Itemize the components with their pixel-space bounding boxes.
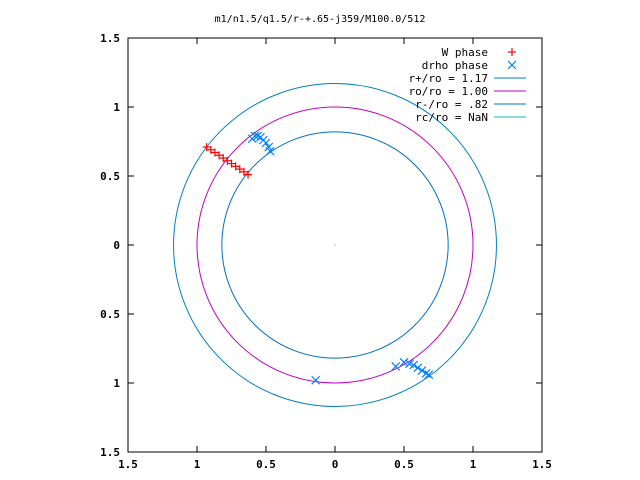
y-tick-label: 0.5 (100, 170, 120, 183)
legend-marker (507, 60, 517, 70)
drho-phase-point-d2 (311, 375, 321, 385)
drho-phase-point-d2 (399, 357, 409, 367)
series-circle (173, 83, 497, 407)
drho-phase-point-d2 (417, 366, 427, 376)
drho-phase-point (391, 362, 401, 371)
y-tick-label: 0 (113, 239, 120, 252)
w-phase-point (219, 154, 228, 163)
w-phase-point (235, 165, 244, 174)
x-tick-label: 1 (470, 458, 477, 471)
legend-label: r+/ro = 1.17 (409, 72, 488, 85)
drho-phase-point-d2 (424, 370, 434, 380)
y-tick-label: 1 (113, 377, 120, 390)
x-tick-label: 1 (194, 458, 201, 471)
w-phase-point (202, 143, 211, 152)
w-phase-point (206, 145, 215, 154)
legend-label: ro/ro = 1.00 (409, 85, 488, 98)
drho-phase-point-d2 (261, 138, 271, 148)
drho-phase-point (311, 375, 321, 385)
legend-marker-d2 (507, 60, 517, 70)
drho-phase-point-d2 (265, 146, 275, 156)
drho-phase-point (265, 146, 275, 156)
series-circle (221, 131, 449, 359)
w-phase-point (215, 151, 224, 160)
w-phase-point (227, 159, 236, 168)
x-tick-label: 1.5 (532, 458, 552, 471)
x-tick-label: 0.5 (256, 458, 276, 471)
legend-marker (508, 48, 516, 56)
drho-phase-point-d2 (253, 131, 263, 141)
x-tick-label: 0 (332, 458, 339, 471)
drho-phase-point-d2 (264, 142, 274, 152)
drho-phase-point (413, 363, 423, 373)
x-tick-label: 1.5 (118, 458, 138, 471)
chart-title: m1/n1.5/q1.5/r-+.65-j359/M100.0/512 (215, 14, 426, 25)
legend-label: r-/ro = .82 (415, 98, 488, 111)
w-phase-point (231, 162, 240, 171)
plot-layer (173, 83, 497, 407)
origin-dot (334, 244, 336, 246)
legend-label: drho phase (422, 59, 488, 72)
y-tick-label: 1.5 (100, 446, 120, 459)
drho-phase-point-d2 (250, 131, 260, 141)
y-tick-label: 1 (113, 101, 120, 114)
drho-phase-point (250, 131, 260, 141)
drho-phase-point (253, 131, 263, 141)
y-tick-label: 0.5 (100, 308, 120, 321)
drho-phase-point-d2 (409, 360, 419, 370)
w-phase-point (239, 167, 248, 176)
drho-phase-point (421, 368, 431, 378)
legend-label: W phase (442, 46, 488, 59)
legend-label: rc/ro = NaN (415, 111, 488, 124)
w-phase-point (210, 148, 219, 157)
drho-phase-point-d2 (405, 359, 414, 369)
drho-phase-point-d2 (391, 362, 401, 371)
drho-phase-point (261, 138, 271, 148)
drho-phase-point (424, 370, 434, 380)
axis-ticks: 1.5 1 0.5 0 0.5 1 1.51.510.500.511.5 (100, 32, 552, 471)
y-tick-label: 1.5 (100, 32, 120, 45)
drho-phase-point (399, 357, 409, 367)
drho-phase-point-d2 (421, 368, 431, 378)
drho-phase-point-d2 (413, 363, 423, 373)
drho-phase-point (417, 366, 427, 376)
x-tick-label: 0.5 (394, 458, 414, 471)
w-phase-point (244, 170, 253, 179)
w-phase-point (223, 156, 232, 165)
series-circle (196, 106, 474, 384)
drho-phase-point (409, 360, 419, 370)
